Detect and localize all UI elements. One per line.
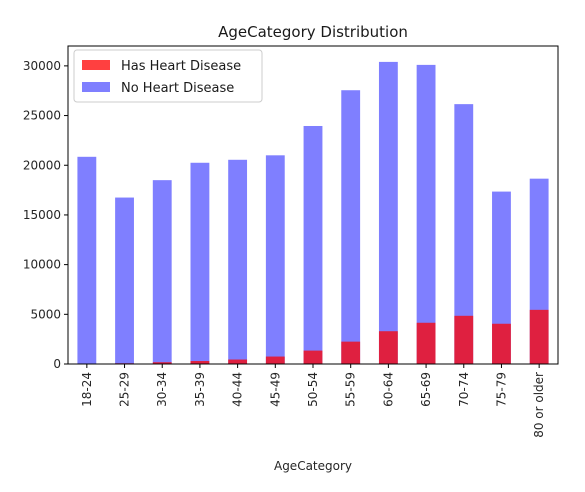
x-tick-label: 50-54	[306, 372, 320, 407]
legend-swatch-no-heart-disease	[82, 82, 110, 92]
x-tick-label: 75-79	[494, 372, 508, 407]
x-tick-label: 55-59	[344, 372, 358, 407]
y-tick-label: 20000	[23, 158, 61, 172]
bar-no-heart-disease-60-64	[378, 61, 398, 365]
plot-area: 0 5000 10000 15000 20000 25000 30000 18-24 25-29…	[23, 45, 559, 438]
bar-has-heart-disease-65-69	[416, 322, 436, 364]
x-tick-label: 30-34	[155, 372, 169, 407]
x-tick-label: 35-39	[193, 372, 207, 407]
bar-has-heart-disease-40-44	[228, 359, 248, 364]
bar-has-heart-disease-70-74	[454, 315, 474, 364]
y-tick-label: 5000	[30, 307, 61, 321]
bar-has-heart-disease-75-79	[492, 323, 511, 364]
bar-no-heart-disease-75-79	[492, 191, 511, 364]
bar-no-heart-disease-35-39	[190, 162, 210, 364]
bar-has-heart-disease-60-64	[378, 331, 398, 364]
bar-no-heart-disease-55-59	[341, 90, 361, 365]
bar-no-heart-disease-70-74	[454, 104, 474, 365]
y-tick-label: 30000	[23, 59, 61, 73]
x-tick-label: 70-74	[457, 372, 471, 407]
bar-no-heart-disease-40-44	[228, 159, 248, 364]
bar-has-heart-disease-50-54	[303, 350, 323, 364]
bar-no-heart-disease-65-69	[416, 64, 436, 364]
bar-has-heart-disease-35-39	[190, 361, 210, 364]
x-tick-label: 65-69	[419, 372, 433, 407]
y-tick-label: 25000	[23, 109, 61, 123]
legend-swatch-has-heart-disease	[82, 60, 110, 70]
y-tick-label: 0	[53, 357, 61, 371]
legend: Has Heart Disease No Heart Disease	[73, 49, 263, 103]
legend-box	[73, 49, 263, 103]
x-tick-label: 25-29	[118, 372, 132, 407]
bar-no-heart-disease-25-29	[115, 197, 134, 364]
bar-has-heart-disease-45-49	[265, 356, 285, 364]
bar-no-heart-disease-18-24	[77, 156, 97, 364]
bar-has-heart-disease-80-or-older	[529, 309, 549, 364]
legend-label-no-heart-disease: No Heart Disease	[121, 81, 234, 96]
y-tick-label: 15000	[23, 208, 61, 222]
chart-title: AgeCategory Distribution	[218, 23, 408, 41]
x-tick-label: 80 or older	[532, 372, 546, 438]
legend-label-has-heart-disease: Has Heart Disease	[121, 59, 241, 74]
x-axis-label: AgeCategory	[274, 459, 352, 473]
y-tick-label: 10000	[23, 258, 61, 272]
x-tick-label: 40-44	[231, 372, 245, 407]
x-tick-label: 60-64	[381, 372, 395, 407]
x-tick-label: 45-49	[268, 372, 282, 407]
bar-no-heart-disease-50-54	[303, 125, 323, 364]
bar-no-heart-disease-45-49	[265, 155, 285, 364]
bar-has-heart-disease-55-59	[341, 341, 361, 364]
x-tick-label: 18-24	[80, 372, 94, 407]
bar-has-heart-disease-30-34	[152, 362, 172, 364]
bar-no-heart-disease-30-34	[152, 180, 172, 364]
